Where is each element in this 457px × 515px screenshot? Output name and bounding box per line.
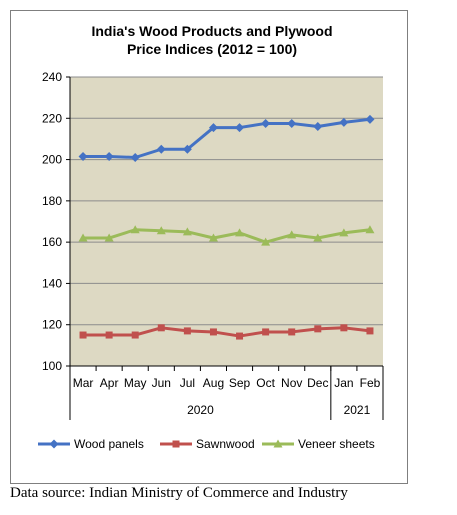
x-tick-label: Aug [203, 376, 224, 390]
legend-label: Sawnwood [196, 437, 255, 451]
data-point [157, 324, 165, 332]
legend-marker [172, 440, 180, 448]
x-tick-label: May [124, 376, 147, 390]
data-point [105, 331, 113, 339]
data-point [182, 227, 192, 236]
data-point [79, 331, 87, 339]
data-point [365, 114, 375, 124]
year-group-label: 2021 [344, 403, 371, 417]
data-point [340, 324, 348, 332]
data-point [235, 228, 245, 237]
x-tick-label: Mar [73, 376, 94, 390]
gridlines [70, 76, 383, 326]
data-point [183, 327, 191, 335]
y-tick-label: 180 [42, 194, 62, 208]
data-point [78, 151, 88, 161]
y-tick-label: 160 [42, 235, 62, 249]
series-line [83, 228, 371, 244]
data-point [182, 144, 192, 154]
data-point [339, 117, 349, 127]
series-line [83, 326, 371, 338]
data-point [130, 225, 140, 234]
x-tick-label: Jun [152, 376, 171, 390]
year-group-label: 2020 [187, 403, 214, 417]
x-tick-label: Dec [307, 376, 328, 390]
data-point [156, 226, 166, 235]
data-point [235, 123, 245, 133]
y-tick-label: 240 [42, 70, 62, 84]
series-veneer-sheets [78, 225, 375, 246]
legend-marker [273, 439, 283, 448]
legend-marker [49, 439, 59, 449]
data-point [287, 230, 297, 239]
legend: Wood panels Sawnwood Veneer sheets [38, 437, 375, 451]
x-tick-label: Feb [360, 376, 381, 390]
data-point [366, 327, 374, 335]
chart-title-line-1: India's Wood Products and Plywood [91, 23, 332, 39]
data-point [287, 118, 297, 128]
legend-item: Veneer sheets [262, 437, 375, 451]
data-source-note: Data source: Indian Ministry of Commerce… [10, 485, 348, 501]
data-point [131, 331, 139, 339]
axes: 100 120 140 160 180 200 220 240 Mar Apr May Jun Jul A… [42, 70, 384, 420]
y-tick-label: 200 [42, 153, 62, 167]
data-point [262, 328, 270, 336]
data-point [208, 123, 218, 133]
data-point [236, 332, 244, 340]
data-point [261, 118, 271, 128]
legend-item: Wood panels [38, 437, 144, 451]
data-point [313, 122, 323, 132]
data-point [208, 233, 218, 242]
data-point [78, 233, 88, 242]
x-tick-label: Nov [281, 376, 302, 390]
legend-label: Veneer sheets [298, 437, 375, 451]
series-line [83, 117, 371, 160]
y-tick-label: 220 [42, 111, 62, 125]
data-point [288, 328, 296, 336]
data-point [104, 151, 114, 161]
x-tick-label: Sep [229, 376, 251, 390]
series-layer [78, 114, 375, 340]
data-point [156, 144, 166, 154]
y-tick-label: 100 [42, 359, 62, 373]
legend-label: Wood panels [74, 437, 144, 451]
series-wood-panels [78, 114, 375, 163]
plot-area [70, 77, 383, 366]
data-point [339, 228, 349, 237]
data-point [104, 233, 114, 242]
data-point [314, 325, 322, 333]
chart-title-line-2: Price Indices (2012 = 100) [127, 41, 297, 57]
data-point [130, 153, 140, 163]
x-tick-label: Jan [334, 376, 353, 390]
data-point [313, 233, 323, 242]
legend-item: Sawnwood [160, 437, 255, 451]
y-tick-label: 140 [42, 276, 62, 290]
data-point [209, 328, 217, 336]
x-tick-label: Apr [100, 376, 119, 390]
x-tick-label: Oct [256, 376, 275, 390]
series-sawnwood [79, 324, 374, 340]
x-tick-label: Jul [180, 376, 195, 390]
y-tick-label: 120 [42, 318, 62, 332]
data-point [261, 237, 271, 246]
data-point [365, 225, 375, 234]
